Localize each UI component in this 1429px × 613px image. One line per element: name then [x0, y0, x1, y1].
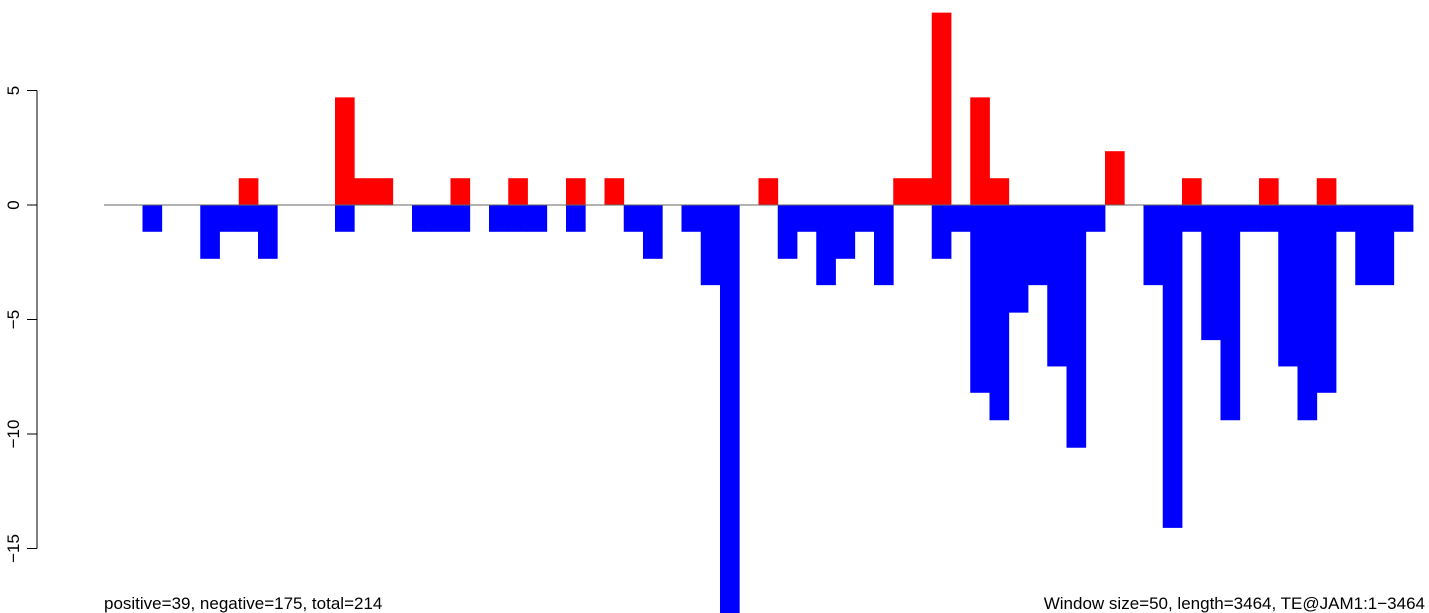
positive-bar: [912, 178, 933, 205]
negative-bar: [1047, 205, 1067, 367]
negative-bar: [1393, 205, 1414, 232]
negative-bar: [1143, 205, 1164, 286]
negative-bar: [1316, 205, 1337, 393]
negative-bar: [335, 205, 355, 232]
negative-bar: [489, 205, 509, 232]
y-tick-label: −10: [4, 420, 23, 449]
negative-bar: [527, 205, 548, 232]
negative-bar: [219, 205, 240, 232]
negative-bar: [258, 205, 278, 259]
negative-bar: [835, 205, 856, 259]
negative-bar: [1239, 205, 1260, 232]
positive-bar: [970, 97, 990, 205]
negative-bar: [142, 205, 163, 232]
negative-bar: [623, 205, 644, 232]
negative-bar: [1162, 205, 1183, 528]
negative-bar: [797, 205, 817, 232]
negative-bar: [1085, 205, 1106, 232]
positive-bar: [354, 178, 374, 205]
negative-bar: [643, 205, 663, 259]
negative-bar: [508, 205, 528, 232]
positive-bar: [604, 178, 625, 205]
positive-bar: [758, 178, 779, 205]
negative-bar: [1182, 205, 1202, 232]
negative-bar: [874, 205, 894, 286]
positive-bar: [1182, 178, 1202, 205]
negative-bar: [1201, 205, 1221, 341]
negative-bar: [854, 205, 875, 232]
negative-bar: [1220, 205, 1241, 421]
negative-bar: [1374, 205, 1395, 286]
y-axis: 5 0 −5 −10 −15: [4, 86, 38, 563]
positive-bar: [373, 178, 394, 205]
negative-bar: [681, 205, 702, 232]
negative-bar: [700, 205, 721, 286]
negative-bar: [1297, 205, 1318, 421]
negative-bar: [1008, 205, 1029, 313]
positive-bar: [1316, 178, 1337, 205]
y-tick-label: 5: [4, 86, 23, 95]
negative-bar: [951, 205, 971, 232]
negative-bar: [1259, 205, 1279, 232]
negative-bar: [777, 205, 798, 259]
positive-bar: [989, 178, 1010, 205]
negative-bar: [238, 205, 259, 232]
bars-group: [142, 12, 1414, 613]
positive-bar: [893, 178, 913, 205]
negative-bar: [720, 205, 740, 613]
negative-bar: [1336, 205, 1356, 232]
negative-bar: [566, 205, 586, 232]
negative-bar: [970, 205, 990, 393]
negative-bar: [1028, 205, 1048, 286]
negative-bar: [450, 205, 471, 232]
negative-bar: [1355, 205, 1375, 286]
positive-bar: [508, 178, 528, 205]
footer-counts: positive=39, negative=175, total=214: [104, 594, 383, 613]
positive-bar: [931, 12, 952, 206]
positive-bar: [238, 178, 259, 205]
y-tick-label: 0: [4, 200, 23, 209]
negative-bar: [1278, 205, 1298, 367]
negative-bar: [931, 205, 952, 259]
positive-bar: [335, 97, 355, 205]
negative-bar: [1066, 205, 1087, 448]
positive-bar: [1259, 178, 1279, 205]
negative-bar: [200, 205, 220, 259]
negative-bar: [816, 205, 836, 286]
negative-bar: [412, 205, 432, 232]
y-tick-label: −5: [4, 310, 23, 329]
y-tick-label: −15: [4, 534, 23, 563]
negative-bar: [989, 205, 1010, 421]
positive-bar: [566, 178, 586, 205]
positive-bar: [1105, 151, 1125, 205]
positive-bar: [450, 178, 471, 205]
footer-window-info: Window size=50, length=3464, TE@JAM1:1−3…: [1043, 594, 1425, 613]
negative-bar: [431, 205, 451, 232]
